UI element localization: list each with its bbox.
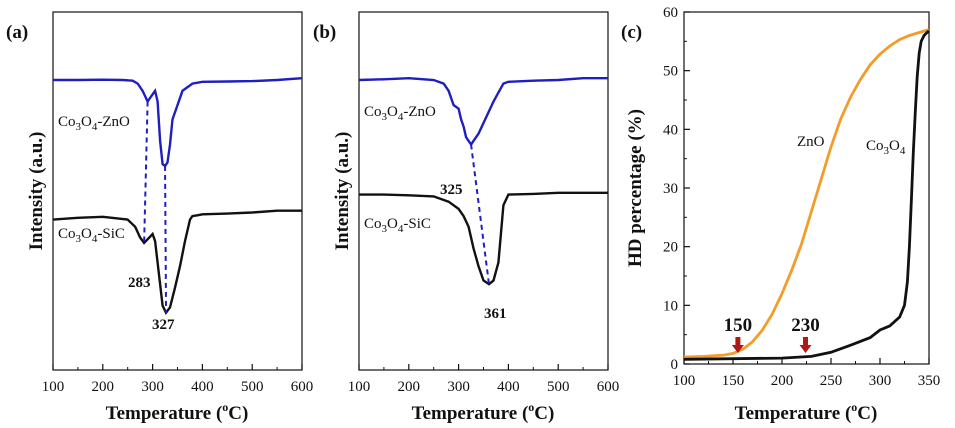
panel-b-dash-line: [470, 144, 490, 285]
panel-c-xtick-label-150: 150: [722, 373, 745, 389]
panel-b-label-co3o4-sic: Co3O4-SiC: [364, 216, 431, 235]
panel-a-series-co3o4-sic: [52, 209, 302, 315]
panel-b-y-axis-label: Intensity (a.u.): [332, 132, 353, 251]
panel-b-xtick-label-200: 200: [398, 379, 421, 395]
panel-b-xtick-label-400: 400: [497, 379, 520, 395]
panel-b-annotation-325: 325: [440, 182, 463, 198]
panel-c-series-co3o4: [683, 29, 930, 361]
panel-a-annotation-327: 327: [152, 317, 175, 333]
panel-a-x-ticks: 100 200 300 400 500 600: [42, 364, 314, 395]
panel-a-xtick-label-100: 100: [42, 379, 65, 395]
panel-a-x-axis-label: Temperature (oC): [106, 400, 249, 424]
panel-b-x-ticks: 100 200 300 400 500 600: [348, 364, 620, 395]
arrow-label-230: 230: [791, 315, 820, 336]
panel-c-ytick-label-0: 0: [671, 357, 679, 373]
panel-c-y-axis-label: HD percentage (%): [625, 109, 646, 267]
panel-c-xtick-label-100: 100: [673, 373, 696, 389]
panel-a-xtick-label-500: 500: [241, 379, 264, 395]
panel-c-ytick-label-20: 20: [663, 240, 678, 256]
panel-a-xtick-label-200: 200: [92, 379, 115, 395]
arrow-head-150: [731, 345, 744, 353]
panel-b-x-axis-label: Temperature (oC): [412, 400, 555, 424]
panel-b-xtick-label-100: 100: [348, 379, 371, 395]
panel-a-frame: [52, 11, 303, 371]
panel-c-plot: 100 150 200 250 300 350 0 10 20 30 40 50 60 Temperat…: [625, 5, 940, 424]
panel-c-xtick-label-350: 350: [918, 373, 941, 389]
panel-a-dash-line-283: [143, 101, 149, 243]
panel-c-ticks: 100 150 200 250 300 350 0 10 20 30 40 50 60: [663, 5, 940, 389]
panel-a-xtick-label-400: 400: [191, 379, 214, 395]
panel-c-ytick-label-30: 30: [663, 181, 678, 197]
panel-c-arrows: 150 230: [724, 315, 820, 353]
panel-b-label-co3o4-zno: Co3O4-ZnO: [364, 104, 436, 123]
panel-c-xtick-label-250: 250: [820, 373, 843, 389]
panel-c-x-axis-label: Temperature (oC): [735, 400, 878, 424]
panel-a-label-co3o4-sic: Co3O4-SiC: [58, 226, 125, 245]
panel-label-b: (b): [313, 22, 336, 43]
panel-a-annotation-283: 283: [128, 275, 151, 291]
panel-c-xtick-label-200: 200: [771, 373, 794, 389]
panel-b-series-co3o4-sic: [359, 191, 608, 286]
panel-label-c: (c): [621, 22, 642, 43]
arrow-head-230: [799, 345, 812, 353]
panel-c-xtick-label-300: 300: [869, 373, 892, 389]
panel-b-annotation-361: 361: [484, 306, 507, 322]
panel-c-ytick-label-10: 10: [663, 298, 678, 314]
panel-c-ytick-label-40: 40: [663, 122, 678, 138]
panel-b-xtick-label-500: 500: [547, 379, 570, 395]
panel-b-xtick-label-300: 300: [447, 379, 470, 395]
arrow-shaft-230: [803, 337, 809, 346]
panel-b-xtick-label-600: 600: [597, 379, 620, 395]
arrow-label-150: 150: [724, 315, 753, 336]
panel-c-label-zno: ZnO: [797, 134, 825, 150]
panel-a-series-co3o4-zno: [53, 77, 303, 168]
panel-a-xtick-label-300: 300: [141, 379, 164, 395]
panel-a-y-axis-label: Intensity (a.u.): [26, 132, 47, 251]
panel-a-plot: 100 200 300 400 500 600 Temperature (oC) Inte…: [26, 11, 314, 424]
panel-a-label-co3o4-zno: Co3O4-ZnO: [58, 114, 130, 133]
arrow-shaft-150: [735, 337, 741, 346]
panel-c-frame: [683, 11, 930, 365]
panel-a-xtick-label-600: 600: [291, 379, 314, 395]
panel-c-series-zno: [683, 28, 930, 359]
panel-b-plot: 100 200 300 400 500 600 Temperature (oC) Inte…: [332, 11, 620, 424]
panel-c-ytick-label-60: 60: [663, 5, 678, 21]
panel-a-dash-line-327: [164, 165, 168, 313]
panel-label-a: (a): [6, 22, 28, 43]
panel-c-label-co3o4: Co3O4: [866, 138, 906, 157]
panel-c-ytick-label-50: 50: [663, 64, 678, 80]
